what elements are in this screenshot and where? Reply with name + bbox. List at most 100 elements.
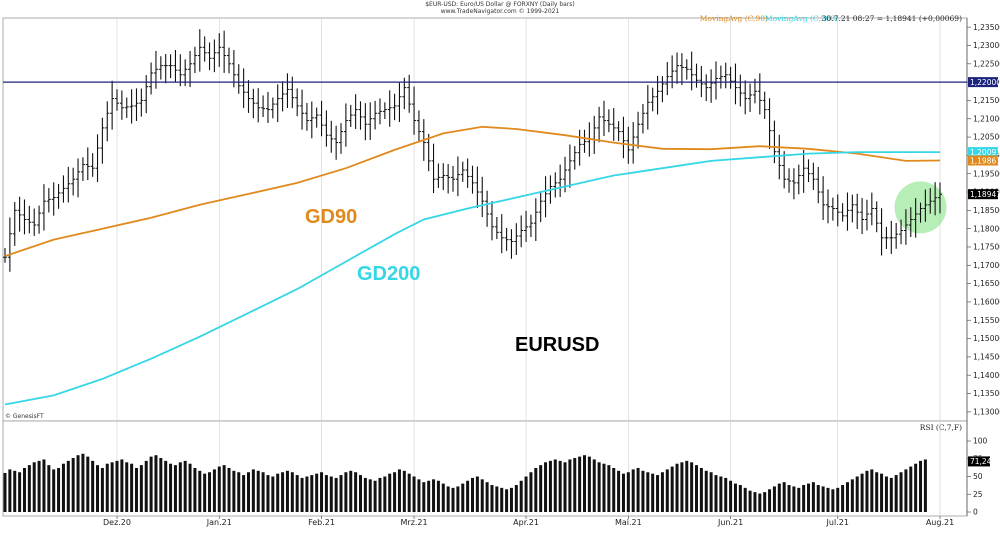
price-bar: [485, 190, 490, 227]
rsi-bar: [909, 466, 913, 512]
rsi-bar: [441, 483, 445, 512]
y-tick-label: 1,15500: [973, 316, 1000, 325]
price-bar: [37, 205, 42, 234]
price-bar: [821, 176, 826, 220]
rsi-tick-label: 25: [973, 490, 983, 499]
rsi-bar: [256, 470, 260, 512]
rsi-bar: [923, 459, 927, 512]
price-bar: [553, 172, 558, 198]
price-bar: [504, 227, 509, 251]
rsi-bar: [875, 472, 879, 512]
price-bar: [416, 110, 421, 143]
rsi-bar: [889, 477, 893, 512]
price-bar: [567, 144, 572, 188]
price-bar: [918, 202, 923, 223]
rsi-bar: [456, 486, 460, 512]
x-axis: Dez.20 Jan.21 Feb.21 Mrz.21 Apr.21 Mai.21 Jun.…: [103, 516, 954, 527]
price-bar: [864, 199, 869, 231]
price-bar: [850, 194, 855, 223]
tag-ma200-box: [968, 147, 998, 158]
rsi-bar: [807, 483, 811, 512]
price-bars: [3, 29, 942, 272]
price-bar: [217, 33, 222, 67]
tag-last-label: 1,18941: [970, 190, 1000, 199]
price-bar: [377, 98, 382, 125]
price-bar: [446, 164, 451, 194]
price-bar: [270, 97, 275, 119]
y-tick-label: 1,22500: [973, 59, 1000, 68]
y-tick-label: 1,15000: [973, 334, 1000, 343]
price-bar: [933, 182, 938, 216]
price-bar: [879, 208, 884, 256]
y-tick-label: 1,18000: [973, 224, 1000, 233]
rsi-bar: [714, 475, 718, 512]
rsi-bar: [417, 479, 421, 512]
price-bar: [178, 54, 183, 87]
price-bar: [124, 97, 129, 118]
price-bar: [665, 62, 670, 96]
rsi-bar: [402, 470, 406, 512]
price-bar: [265, 91, 270, 123]
price-bar: [835, 194, 840, 227]
rsi-bar: [383, 476, 387, 512]
rsi-bar: [845, 482, 849, 512]
rsi-bar: [407, 473, 411, 512]
price-bar: [12, 201, 17, 246]
price-bar: [816, 167, 821, 204]
price-bar: [426, 133, 431, 172]
price-bar: [17, 196, 22, 232]
tag-rsi-last: 71,24: [968, 456, 992, 467]
price-bar: [514, 223, 519, 255]
rsi-bar: [388, 473, 392, 512]
price-bar: [577, 129, 582, 166]
rsi-bar: [344, 472, 348, 512]
tag-ma200: 1,20091: [968, 147, 1000, 158]
price-bar: [611, 108, 616, 141]
price-bar: [572, 146, 577, 170]
price-bar: [938, 182, 942, 214]
rsi-bar: [772, 486, 776, 512]
rsi-bar: [587, 456, 591, 512]
rsi-bar: [164, 460, 168, 512]
price-bar: [767, 98, 772, 149]
rsi-bar: [621, 473, 625, 512]
chart-title: $EUR-USD: Euro/US Dollar @ FORXNY (Daily…: [425, 1, 575, 8]
rsi-bar: [57, 467, 61, 512]
rsi-bar: [500, 487, 504, 512]
price-bar: [339, 123, 344, 154]
price-bar: [285, 73, 290, 109]
price-bar: [212, 39, 217, 73]
rsi-bar: [729, 480, 733, 512]
rsi-bar: [120, 459, 124, 512]
price-bar: [368, 102, 373, 140]
price-bar: [80, 157, 85, 181]
rsi-bar: [52, 469, 56, 512]
rsi-bar: [37, 460, 41, 512]
rsi-bar: [695, 465, 699, 512]
rsi-bar: [290, 472, 294, 512]
tag-last-box: [968, 189, 998, 200]
price-bar: [728, 66, 733, 89]
rsi-bar: [217, 466, 221, 512]
rsi-bar: [315, 473, 319, 512]
price-bar: [436, 163, 441, 189]
price-bar: [704, 74, 709, 102]
price-bar: [397, 82, 402, 122]
rsi-bar: [110, 462, 114, 512]
price-bar: [139, 88, 144, 117]
price-bar: [324, 110, 329, 147]
price-bar: [840, 203, 845, 222]
rsi-bar: [144, 460, 148, 512]
price-bar: [616, 121, 621, 142]
rsi-bar: [266, 475, 270, 512]
rsi-bar: [47, 465, 51, 512]
tag-ma90-label: 1,19867: [970, 156, 1000, 165]
price-bar: [582, 129, 587, 153]
price-bar: [874, 201, 879, 233]
rsi-bar: [461, 483, 465, 512]
rsi-bar: [816, 485, 820, 512]
price-bar: [694, 63, 699, 88]
x-tick-label: Jul.21: [826, 518, 849, 527]
rsi-bar: [178, 462, 182, 512]
